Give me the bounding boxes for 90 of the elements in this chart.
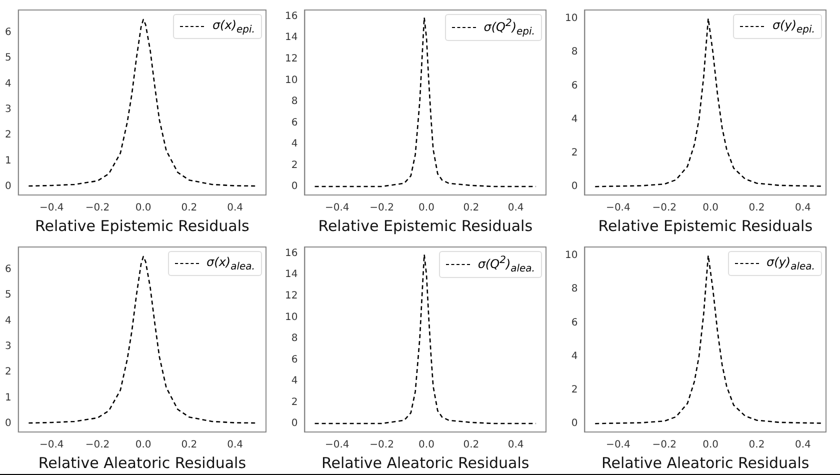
y-tick-label: 4 bbox=[4, 78, 12, 90]
line-series bbox=[28, 256, 256, 424]
y-tick-label: 3 bbox=[4, 341, 12, 352]
x-tick-label: 0.0 bbox=[702, 202, 719, 214]
y-tick-label: 16 bbox=[284, 248, 298, 259]
x-axis-title: Relative Epistemic Residuals bbox=[318, 216, 533, 235]
x-tick-label: 0.4 bbox=[508, 440, 524, 451]
x-tick-label: 0.0 bbox=[135, 440, 152, 451]
x-tick-label: 0.4 bbox=[508, 202, 524, 214]
x-tick-label: −0.2 bbox=[85, 202, 110, 214]
y-tick-label: 5 bbox=[4, 52, 12, 64]
x-tick-label: −0.4 bbox=[606, 202, 630, 214]
y-tick-label: 2 bbox=[4, 366, 12, 378]
y-tick-label: 10 bbox=[564, 13, 578, 24]
line-series bbox=[314, 16, 537, 188]
legend-label: σ(Q$^{2}$)$_{epi.}$ bbox=[484, 18, 535, 38]
x-tick-label: 0.2 bbox=[463, 202, 480, 214]
legend-label: σ(x)$_{epi.}$ bbox=[212, 18, 255, 36]
y-tick-label: 1 bbox=[4, 155, 12, 166]
y-tick-label: 8 bbox=[571, 284, 578, 295]
y-tick-label: 6 bbox=[4, 264, 12, 275]
y-tick-label: 2 bbox=[291, 396, 298, 408]
x-tick-label: 0.4 bbox=[227, 202, 243, 214]
y-tick-label: 6 bbox=[291, 117, 298, 128]
x-axis-title: Relative Aleatoric Residuals bbox=[322, 454, 530, 472]
y-tick-label: 2 bbox=[571, 384, 578, 396]
y-tick-label: 10 bbox=[564, 250, 578, 262]
x-tick-label: 0.2 bbox=[181, 440, 198, 451]
x-tick-label: 0.2 bbox=[463, 440, 480, 451]
x-tick-label: −0.4 bbox=[606, 440, 630, 451]
x-tick-label: −0.4 bbox=[324, 202, 350, 214]
y-tick-label: 16 bbox=[284, 10, 298, 22]
x-tick-label: 0.4 bbox=[227, 440, 243, 451]
y-tick-label: 0 bbox=[571, 418, 578, 430]
x-tick-label: 0.0 bbox=[702, 440, 719, 451]
y-tick-label: 2 bbox=[571, 148, 578, 159]
y-tick-label: 4 bbox=[4, 315, 12, 326]
x-tick-label: −0.2 bbox=[370, 202, 394, 214]
y-tick-label: 0 bbox=[571, 181, 578, 192]
y-tick-label: 4 bbox=[571, 350, 578, 362]
x-axis-title: Relative Aleatoric Residuals bbox=[602, 454, 810, 472]
y-tick-label: 4 bbox=[571, 114, 578, 125]
y-tick-label: 6 bbox=[571, 317, 578, 328]
y-tick-label: 14 bbox=[284, 32, 298, 44]
y-tick-label: 1 bbox=[4, 392, 12, 404]
x-tick-label: 0.4 bbox=[794, 202, 811, 214]
y-tick-label: 4 bbox=[291, 138, 298, 150]
y-tick-label: 8 bbox=[291, 333, 298, 344]
x-axis-title: Relative Epistemic Residuals bbox=[598, 216, 813, 235]
y-tick-label: 10 bbox=[284, 312, 298, 323]
x-tick-label: 0.4 bbox=[794, 440, 811, 451]
x-tick-label: 0.0 bbox=[135, 202, 152, 214]
y-tick-label: 8 bbox=[291, 96, 298, 108]
x-tick-label: 0.2 bbox=[181, 202, 198, 214]
y-tick-label: 2 bbox=[4, 130, 12, 141]
x-tick-label: −0.4 bbox=[324, 440, 350, 451]
y-tick-label: 10 bbox=[284, 74, 298, 86]
line-series bbox=[314, 254, 537, 424]
x-tick-label: −0.2 bbox=[370, 440, 394, 451]
y-tick-label: 0 bbox=[291, 418, 298, 430]
line-series bbox=[28, 18, 256, 187]
x-tick-label: 0.0 bbox=[418, 202, 434, 214]
x-tick-label: −0.2 bbox=[652, 202, 677, 214]
legend-label: σ(x)$_{alea.}$ bbox=[206, 255, 255, 272]
y-tick-label: 6 bbox=[4, 26, 12, 38]
y-tick-label: 5 bbox=[4, 290, 12, 301]
y-tick-label: 6 bbox=[291, 354, 298, 366]
y-tick-label: 6 bbox=[571, 80, 578, 92]
y-tick-label: 0 bbox=[4, 181, 12, 192]
y-tick-label: 0 bbox=[291, 181, 298, 192]
x-tick-label: −0.4 bbox=[39, 202, 64, 214]
x-axis-title: Relative Aleatoric Residuals bbox=[38, 454, 246, 472]
x-tick-label: −0.4 bbox=[39, 440, 64, 451]
legend-label: σ(y)$_{epi.}$ bbox=[772, 18, 815, 36]
x-tick-label: 0.0 bbox=[418, 440, 434, 451]
legend-label: σ(Q$^{2}$)$_{alea.}$ bbox=[478, 255, 535, 274]
x-tick-label: 0.2 bbox=[748, 440, 765, 451]
y-tick-label: 4 bbox=[291, 376, 298, 387]
x-axis-title: Relative Epistemic Residuals bbox=[35, 216, 250, 235]
x-tick-label: −0.2 bbox=[652, 440, 677, 451]
y-tick-label: 0 bbox=[4, 418, 12, 430]
y-tick-label: 14 bbox=[284, 269, 298, 280]
x-tick-label: −0.2 bbox=[85, 440, 110, 451]
y-tick-label: 3 bbox=[4, 104, 12, 116]
y-tick-label: 8 bbox=[571, 46, 578, 58]
x-tick-label: 0.2 bbox=[748, 202, 765, 214]
legend-label: σ(y)$_{alea.}$ bbox=[766, 255, 815, 272]
y-tick-label: 2 bbox=[291, 160, 298, 171]
y-tick-label: 12 bbox=[284, 290, 298, 302]
y-tick-label: 12 bbox=[284, 54, 298, 64]
